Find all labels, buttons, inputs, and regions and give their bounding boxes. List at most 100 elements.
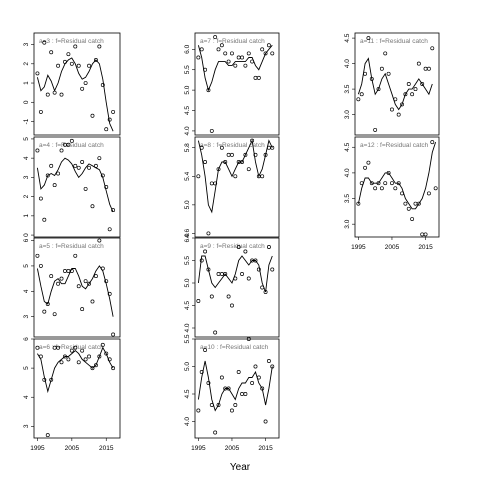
data-point xyxy=(35,71,40,76)
panel-frame xyxy=(33,237,121,338)
data-point xyxy=(403,92,408,97)
data-point xyxy=(226,294,231,299)
data-point xyxy=(206,381,211,385)
data-point xyxy=(243,152,248,157)
x-tick-label: 1995 xyxy=(351,244,366,251)
data-point xyxy=(209,403,214,407)
data-point xyxy=(219,375,224,380)
y-tick-label: 2 xyxy=(23,194,30,198)
data-point xyxy=(233,63,238,68)
data-point xyxy=(416,61,421,66)
data-point xyxy=(66,52,71,57)
data-point xyxy=(111,109,116,114)
y-tick-label: 4 xyxy=(23,156,30,160)
data-point xyxy=(42,40,47,45)
data-point xyxy=(104,127,109,132)
data-point xyxy=(366,160,371,165)
data-point xyxy=(219,272,224,276)
y-tick-label: 5 xyxy=(23,137,30,141)
data-point xyxy=(366,36,371,41)
data-point xyxy=(393,97,398,102)
data-point xyxy=(400,102,404,107)
data-point xyxy=(260,47,265,52)
data-point xyxy=(373,186,378,191)
data-point xyxy=(379,66,384,71)
panel-frame xyxy=(194,237,280,338)
panel-3: a=5 : f=Residual catch 3 4 5 6 xyxy=(23,237,121,338)
data-point xyxy=(203,249,208,254)
fitted-line xyxy=(197,139,273,214)
data-point xyxy=(246,276,251,281)
data-point xyxy=(100,83,105,87)
data-point xyxy=(263,419,268,424)
x-tick-label: 2005 xyxy=(225,445,240,452)
y-tick-label: 3.0 xyxy=(344,110,351,119)
data-point xyxy=(38,263,43,268)
data-point xyxy=(403,201,408,206)
data-point xyxy=(386,170,391,175)
data-point xyxy=(107,117,112,122)
data-point xyxy=(230,51,234,56)
y-tick-label: 5.0 xyxy=(184,200,191,209)
data-point xyxy=(111,366,116,371)
data-point xyxy=(376,181,381,186)
data-point xyxy=(199,47,204,52)
y-tick-label: -1 xyxy=(23,118,30,124)
data-point xyxy=(104,351,109,356)
y-tick-label: 3 xyxy=(23,424,30,428)
data-point xyxy=(416,201,421,206)
data-point xyxy=(80,160,85,164)
y-tick-label: 3.5 xyxy=(344,194,351,203)
data-point xyxy=(253,364,258,369)
data-point xyxy=(35,253,40,258)
data-point xyxy=(260,174,265,179)
data-point xyxy=(196,299,201,303)
data-point xyxy=(406,206,411,211)
data-point xyxy=(104,185,109,189)
data-point xyxy=(69,61,74,66)
data-point xyxy=(49,163,54,168)
y-tick-label: 6 xyxy=(23,238,30,242)
data-point xyxy=(246,167,251,172)
data-point xyxy=(203,348,208,352)
data-point xyxy=(49,274,54,279)
data-point xyxy=(390,107,394,112)
y-tick-label: 4.6 xyxy=(184,229,191,238)
data-point xyxy=(240,55,244,60)
data-point xyxy=(59,148,64,153)
data-point xyxy=(263,152,268,157)
data-point xyxy=(270,364,275,369)
panel-frame xyxy=(33,338,121,439)
data-point xyxy=(209,128,214,133)
x-axis-label: Year xyxy=(230,462,251,473)
data-point xyxy=(383,51,388,56)
data-point xyxy=(240,392,244,396)
data-point xyxy=(209,181,214,186)
data-point xyxy=(256,75,261,80)
data-point xyxy=(73,345,78,350)
data-point xyxy=(90,299,95,304)
data-point xyxy=(270,51,275,56)
data-point xyxy=(400,191,404,196)
data-point xyxy=(107,227,112,232)
data-point xyxy=(52,312,57,317)
data-point xyxy=(213,35,218,40)
data-point xyxy=(83,186,88,191)
data-point xyxy=(35,345,40,350)
y-tick-label: 4 xyxy=(23,289,30,293)
y-tick-label: 2 xyxy=(23,62,30,66)
data-point xyxy=(199,370,204,374)
data-point xyxy=(376,87,381,92)
y-tick-label: 1 xyxy=(23,81,30,85)
data-point xyxy=(93,57,98,62)
data-point xyxy=(426,66,431,71)
data-point xyxy=(97,354,102,359)
panel-frame xyxy=(33,136,121,238)
data-point xyxy=(80,348,85,353)
y-tick-label: 6.0 xyxy=(184,233,191,242)
data-point xyxy=(233,403,238,407)
y-tick-label: 4.0 xyxy=(184,126,191,135)
data-point xyxy=(52,90,57,95)
data-point xyxy=(213,330,218,335)
data-point xyxy=(253,152,258,157)
